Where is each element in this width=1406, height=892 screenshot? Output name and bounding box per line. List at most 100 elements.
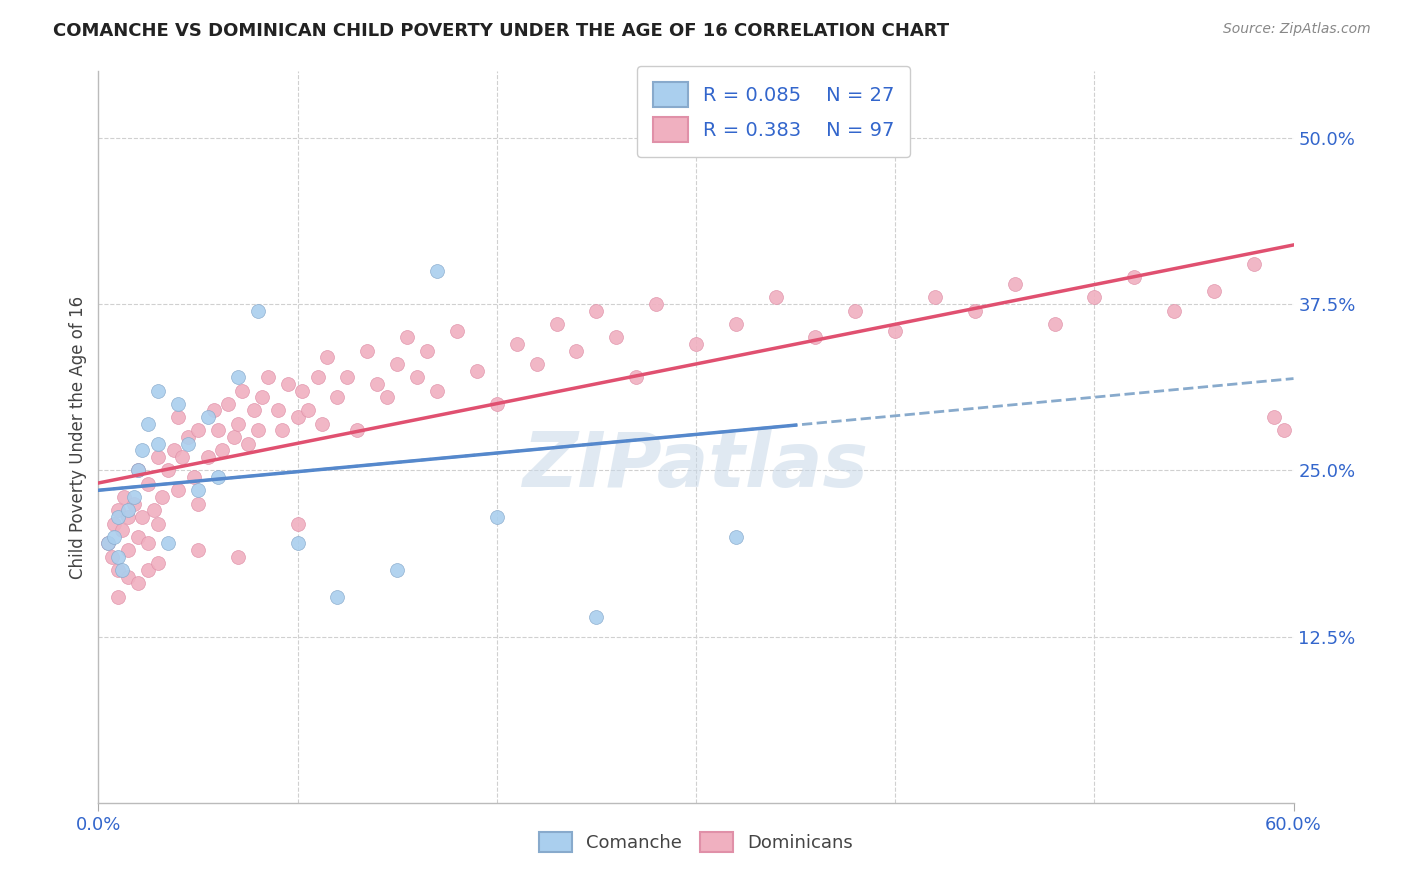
Point <box>124 490 146 504</box>
Point <box>277 376 299 391</box>
Point <box>884 324 907 338</box>
Point <box>287 536 309 550</box>
Point <box>97 536 120 550</box>
Point <box>236 436 259 450</box>
Point <box>211 443 233 458</box>
Y-axis label: Child Poverty Under the Age of 16: Child Poverty Under the Age of 16 <box>69 295 87 579</box>
Point <box>270 424 292 438</box>
Point <box>287 410 309 425</box>
Point <box>243 403 266 417</box>
Point <box>136 536 159 550</box>
Text: Source: ZipAtlas.com: Source: ZipAtlas.com <box>1223 22 1371 37</box>
Point <box>197 450 219 464</box>
Point <box>187 543 209 558</box>
Point <box>97 536 120 550</box>
Point <box>1043 317 1066 331</box>
Point <box>1083 290 1105 304</box>
Point <box>326 590 349 604</box>
Point <box>585 303 607 318</box>
Point <box>924 290 946 304</box>
Point <box>127 463 149 477</box>
Point <box>111 563 134 577</box>
Point <box>103 530 125 544</box>
Point <box>136 417 159 431</box>
Point <box>546 317 568 331</box>
Point <box>585 609 607 624</box>
Point <box>724 317 747 331</box>
Point <box>167 483 190 498</box>
Point <box>136 563 159 577</box>
Point <box>107 563 129 577</box>
Point <box>163 443 186 458</box>
Point <box>250 390 273 404</box>
Point <box>124 497 146 511</box>
Point <box>804 330 827 344</box>
Point <box>127 530 149 544</box>
Point <box>107 549 129 564</box>
Point <box>231 384 253 398</box>
Point <box>226 370 249 384</box>
Point <box>167 410 190 425</box>
Point <box>1004 277 1026 292</box>
Point <box>963 303 986 318</box>
Point <box>1243 257 1265 271</box>
Point <box>316 351 339 365</box>
Point <box>326 390 349 404</box>
Point <box>1272 424 1295 438</box>
Point <box>426 384 449 398</box>
Point <box>307 370 329 384</box>
Point <box>222 430 245 444</box>
Point <box>157 536 180 550</box>
Point <box>131 509 153 524</box>
Point <box>207 424 229 438</box>
Point <box>226 549 249 564</box>
Point <box>112 490 135 504</box>
Point <box>844 303 866 318</box>
Point <box>107 590 129 604</box>
Point <box>406 370 429 384</box>
Point <box>246 303 269 318</box>
Point <box>148 384 170 398</box>
Point <box>226 417 249 431</box>
Point <box>148 436 170 450</box>
Point <box>645 297 668 311</box>
Point <box>336 370 359 384</box>
Point <box>506 337 529 351</box>
Point <box>765 290 787 304</box>
Point <box>148 557 170 571</box>
Point <box>724 530 747 544</box>
Point <box>107 503 129 517</box>
Point <box>267 403 290 417</box>
Point <box>297 403 319 417</box>
Point <box>1163 303 1185 318</box>
Point <box>291 384 314 398</box>
Point <box>197 410 219 425</box>
Point <box>131 443 153 458</box>
Point <box>150 490 173 504</box>
Point <box>565 343 588 358</box>
Point <box>356 343 378 358</box>
Point <box>111 523 134 537</box>
Point <box>143 503 166 517</box>
Point <box>1123 270 1146 285</box>
Point <box>172 450 194 464</box>
Point <box>187 497 209 511</box>
Point <box>311 417 333 431</box>
Point <box>127 463 149 477</box>
Point <box>107 509 129 524</box>
Point <box>117 503 139 517</box>
Point <box>187 483 209 498</box>
Point <box>167 397 190 411</box>
Point <box>177 430 200 444</box>
Point <box>207 470 229 484</box>
Point <box>127 576 149 591</box>
Legend: Comanche, Dominicans: Comanche, Dominicans <box>531 824 860 860</box>
Point <box>485 397 508 411</box>
Point <box>117 570 139 584</box>
Point <box>385 357 409 371</box>
Point <box>426 264 449 278</box>
Point <box>385 563 409 577</box>
Point <box>366 376 388 391</box>
Point <box>287 516 309 531</box>
Point <box>187 424 209 438</box>
